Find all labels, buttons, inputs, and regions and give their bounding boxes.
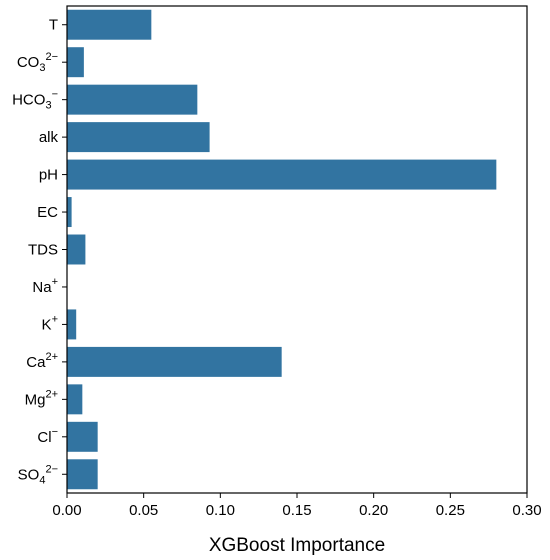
y-tick-label: Mg2+: [25, 388, 58, 408]
x-axis-ticks: 0.00 0.05 0.10 0.15 0.20 0.25 0.30: [52, 493, 542, 519]
plot-frame: [66, 5, 528, 494]
x-tick-label: 0.20: [359, 502, 388, 519]
y-tick-label: K+: [42, 313, 58, 333]
y-tick-label: Cl−: [37, 426, 58, 446]
y-tick-label: CO32−: [17, 51, 58, 74]
x-tick-label: 0.00: [52, 502, 81, 519]
y-tick-label: EC: [37, 204, 58, 221]
y-tick-label: Ca2+: [26, 351, 58, 371]
bar: [67, 9, 152, 40]
x-axis-title: XGBoost Importance: [209, 535, 385, 556]
x-tick-label: 0.05: [129, 502, 158, 519]
y-tick-label: TDS: [28, 242, 58, 259]
bar: [67, 421, 98, 452]
bars-group: [67, 9, 497, 490]
y-tick-label: pH: [39, 167, 58, 184]
y-tick-label: HCO3−: [12, 89, 58, 112]
bar: [67, 122, 210, 153]
bar: [67, 84, 198, 115]
bar: [67, 234, 86, 265]
bar: [67, 47, 84, 78]
bar: [67, 309, 77, 340]
x-tick-label: 0.15: [282, 502, 311, 519]
y-tick-label: SO42−: [18, 463, 58, 486]
bar: [67, 159, 497, 190]
x-tick-label: 0.25: [436, 502, 465, 519]
y-tick-label: alk: [39, 129, 59, 146]
y-tick-label: Na+: [32, 276, 58, 296]
bar: [67, 197, 72, 228]
x-tick-label: 0.30: [512, 502, 541, 519]
y-tick-label: T: [49, 17, 58, 34]
y-axis-ticks: T CO32− HCO3− alk pH EC TDS Na+ K+ Ca2+ Mg2+ Cl− SO4…: [12, 17, 67, 486]
bar: [67, 384, 83, 415]
bar: [67, 346, 282, 377]
bar: [67, 459, 98, 490]
x-tick-label: 0.10: [206, 502, 235, 519]
